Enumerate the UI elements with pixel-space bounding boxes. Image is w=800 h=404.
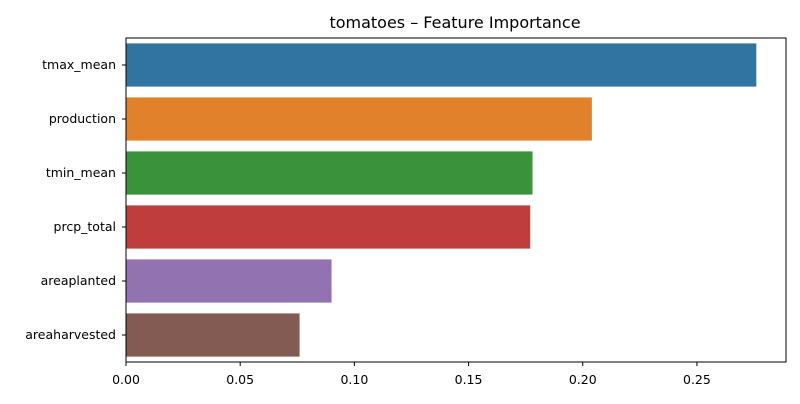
x-tick-label: 0.10 bbox=[340, 372, 368, 387]
x-tick-label: 0.25 bbox=[683, 372, 711, 387]
x-axis-ticks: 0.00 0.05 0.10 0.15 0.20 0.25 bbox=[112, 362, 711, 387]
y-tick-label: tmin_mean bbox=[46, 165, 116, 180]
y-axis-ticks: tmax_mean production tmin_mean prcp_totalar… bbox=[25, 57, 126, 342]
bar-areaharvested bbox=[126, 313, 300, 357]
bar-tmax_mean bbox=[126, 43, 757, 87]
bar-prcp_total bbox=[126, 205, 531, 249]
y-tick-label: prcp_total bbox=[54, 219, 116, 234]
plot-frame bbox=[125, 37, 787, 363]
bar-tmin_mean bbox=[126, 151, 533, 195]
bar-areaplanted bbox=[126, 259, 332, 303]
y-tick-label: areaplanted bbox=[41, 273, 116, 288]
y-tick-label: areaharvested bbox=[25, 327, 116, 342]
x-tick-label: 0.05 bbox=[226, 372, 254, 387]
y-tick-label: tmax_mean bbox=[42, 57, 116, 72]
x-tick-label: 0.00 bbox=[112, 372, 140, 387]
y-tick-label: production bbox=[49, 111, 116, 126]
bars-layer bbox=[126, 43, 757, 357]
bar-production bbox=[126, 97, 592, 141]
chart-title: tomatoes – Feature Importance bbox=[329, 13, 580, 32]
x-tick-label: 0.15 bbox=[455, 372, 483, 387]
x-tick-label: 0.20 bbox=[569, 372, 597, 387]
